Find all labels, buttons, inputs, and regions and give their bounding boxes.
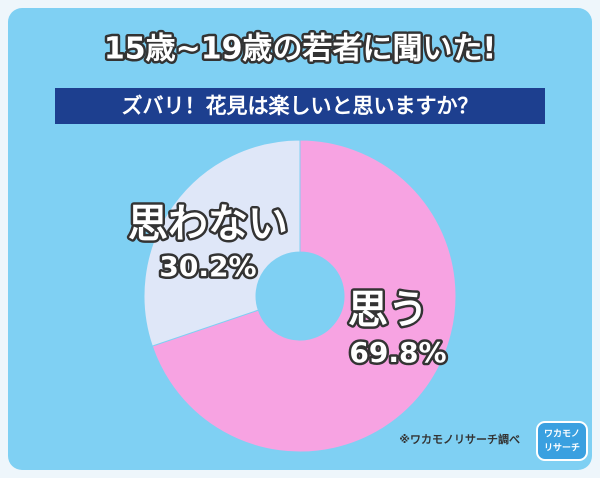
chart-subtitle: ズバリ！花見は楽しいと思いますか？ xyxy=(122,94,479,118)
category-label: 思う xyxy=(348,287,428,333)
donut-segment xyxy=(143,139,301,347)
logo-badge xyxy=(536,421,588,461)
chart-title: 15歳~19歳の若者に聞いた! xyxy=(104,32,496,67)
source: ※ワカモノリサーチ調べ xyxy=(399,432,520,446)
logo-text: ワカモノ xyxy=(544,429,580,440)
donut-segment xyxy=(151,139,457,453)
value-label: 30.2% xyxy=(159,250,256,283)
logo-text: リサーチ xyxy=(544,443,580,454)
donut xyxy=(143,139,457,453)
subtitle-bar xyxy=(55,88,545,124)
category-label: 思わない xyxy=(128,201,288,247)
value-label: 69.8% xyxy=(349,336,446,369)
